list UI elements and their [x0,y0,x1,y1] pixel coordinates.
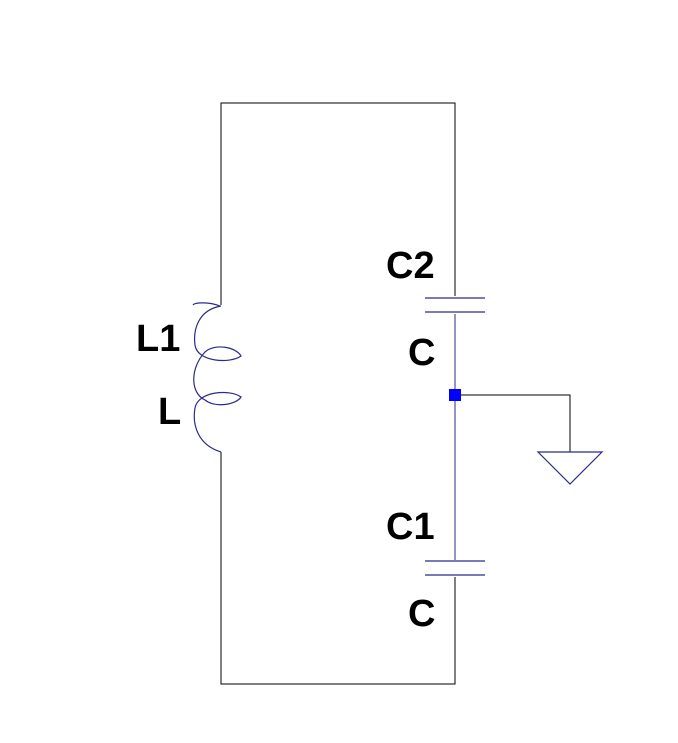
inductor-value-label: L [158,391,181,433]
c1-ref-label: C1 [386,506,435,548]
capacitor-c1 [425,560,485,576]
inductor-ref-label: L1 [136,318,180,360]
c1-value-label: C [408,593,435,635]
c2-value-label: C [408,332,435,374]
c2-ref-label: C2 [386,245,435,287]
inductor-l1 [192,302,242,453]
wires [220,102,571,685]
wire-bottom-loop [220,452,456,685]
wire-to-ground [455,394,571,452]
junction-node[interactable] [449,389,461,401]
capacitor-c2 [425,297,485,313]
wire-top-loop [220,102,456,305]
ground-icon [536,451,604,485]
inductor-coil-icon [192,302,242,453]
